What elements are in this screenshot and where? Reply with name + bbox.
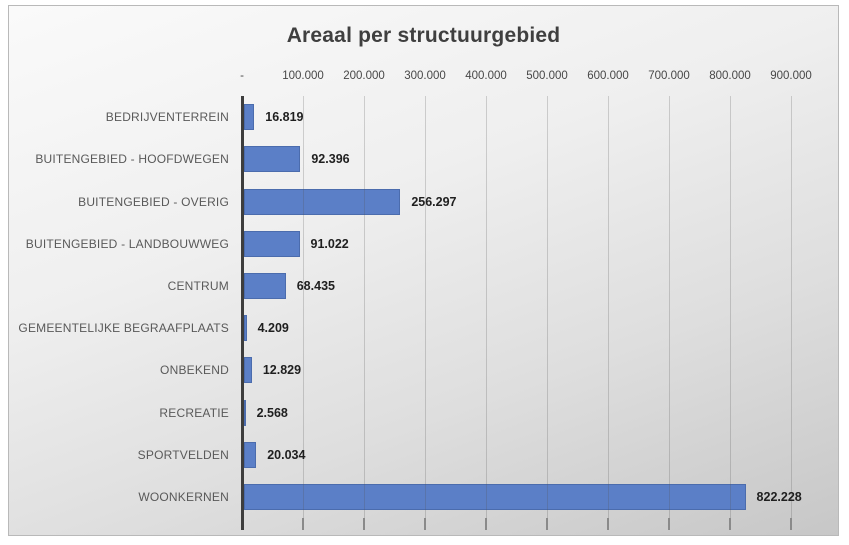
value-label: 256.297 <box>411 194 457 209</box>
axis-tick-mark <box>302 518 304 530</box>
x-axis-tick-label: 700.000 <box>648 70 690 82</box>
axis-tick-mark <box>546 518 548 530</box>
category-label: WOONKERNEN <box>138 489 229 504</box>
x-axis-tick-label: 200.000 <box>343 70 385 82</box>
gridline <box>485 96 487 518</box>
gridline <box>790 96 792 518</box>
axis-tick-mark <box>363 518 365 530</box>
category-label: RECREATIE <box>159 405 229 420</box>
value-label: 16.819 <box>265 110 304 125</box>
gridline <box>363 96 365 518</box>
value-label: 4.209 <box>257 321 289 336</box>
bar <box>244 483 746 510</box>
plot-area: - 100.000 200.000 300.000 400.000 500.000 600.… <box>18 70 812 530</box>
axis-tick-mark <box>790 518 792 530</box>
bar <box>244 441 257 468</box>
gridline <box>546 96 548 518</box>
category-label: BUITENGEBIED - OVERIG <box>78 194 229 209</box>
category-label: SPORTVELDEN <box>137 447 229 462</box>
category-label: BUITENGEBIED - HOOFDWEGEN <box>35 152 229 167</box>
x-axis-tick-label: 100.000 <box>282 70 324 82</box>
bar <box>244 146 301 173</box>
gridline <box>729 96 731 518</box>
x-axis-tick-label: 900.000 <box>770 70 812 82</box>
axis-tick-mark <box>729 518 731 530</box>
bar <box>244 188 401 215</box>
bar <box>244 104 255 131</box>
x-axis-tick-label: 500.000 <box>526 70 568 82</box>
category-label: BEDRIJVENTERREIN <box>105 110 229 125</box>
category-label: GEMEENTELIJKE BEGRAAFPLAATS <box>18 321 229 336</box>
bar <box>244 399 246 426</box>
value-label: 822.228 <box>756 489 802 504</box>
axis-tick-mark <box>485 518 487 530</box>
x-axis-tick-label: - <box>240 70 244 82</box>
gridline <box>302 96 304 518</box>
category-label: BUITENGEBIED - LANDBOUWWEG <box>25 236 229 251</box>
gridline <box>668 96 670 518</box>
gridline <box>424 96 426 518</box>
bar <box>244 272 286 299</box>
axis-tick-mark <box>424 518 426 530</box>
axis-tick-mark <box>668 518 670 530</box>
x-axis-tick-label: 600.000 <box>587 70 629 82</box>
gridline <box>607 96 609 518</box>
bar <box>244 230 300 257</box>
value-label: 92.396 <box>311 152 350 167</box>
bar <box>244 357 252 384</box>
category-axis-line <box>241 96 244 530</box>
bar <box>244 315 247 342</box>
chart-title: Areaal per structuurgebied <box>286 24 561 47</box>
value-label: 2.568 <box>256 405 288 420</box>
category-label: ONBEKEND <box>160 363 229 378</box>
value-label: 20.034 <box>267 447 306 462</box>
category-label: CENTRUM <box>167 278 229 293</box>
x-axis-tick-label: 400.000 <box>465 70 507 82</box>
value-label: 12.829 <box>262 363 302 378</box>
x-axis-tick-label: 300.000 <box>404 70 446 82</box>
value-label: 68.435 <box>296 278 335 293</box>
chart-area: Areaal per structuurgebied - 100.000 200.0… <box>8 5 839 536</box>
x-axis-tick-label: 800.000 <box>709 70 751 82</box>
value-label: 91.022 <box>310 236 349 251</box>
axis-tick-mark <box>607 518 609 530</box>
